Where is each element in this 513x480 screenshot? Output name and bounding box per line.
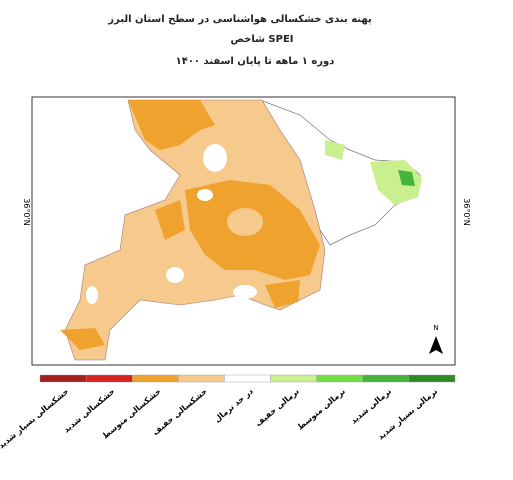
lat-label: 36°0'N xyxy=(462,198,471,225)
legend-swatch xyxy=(316,374,363,383)
legend-label: در حد نرمال xyxy=(213,387,255,424)
legend-label: نرمالی متوسط xyxy=(296,387,347,432)
legend-swatch xyxy=(39,374,87,383)
legend-swatch xyxy=(85,374,133,383)
legend-swatch xyxy=(408,374,456,383)
legend-label: خشکسالی بسیار شدید xyxy=(0,386,71,450)
province-map xyxy=(60,99,422,361)
lat-label: 36°0'N xyxy=(22,198,31,225)
subtitle: شاخص SPEI xyxy=(230,34,293,45)
title: پهنه بندی خشکسالی هواشناسی در سطح استان … xyxy=(107,14,372,25)
period: دوره ۱ ماهه تا پایان اسفند ۱۴۰۰ xyxy=(176,56,335,67)
legend-swatch xyxy=(362,374,410,383)
north-arrow xyxy=(429,336,443,354)
legend-swatch xyxy=(224,374,271,383)
legend-label: نرمالی خفیف xyxy=(254,387,301,429)
north-label: N xyxy=(433,324,438,332)
legend-swatch xyxy=(132,374,179,383)
legend-swatch xyxy=(270,374,317,383)
legend-swatch xyxy=(178,374,225,383)
legend-label: نرمالی شدید xyxy=(349,387,393,426)
